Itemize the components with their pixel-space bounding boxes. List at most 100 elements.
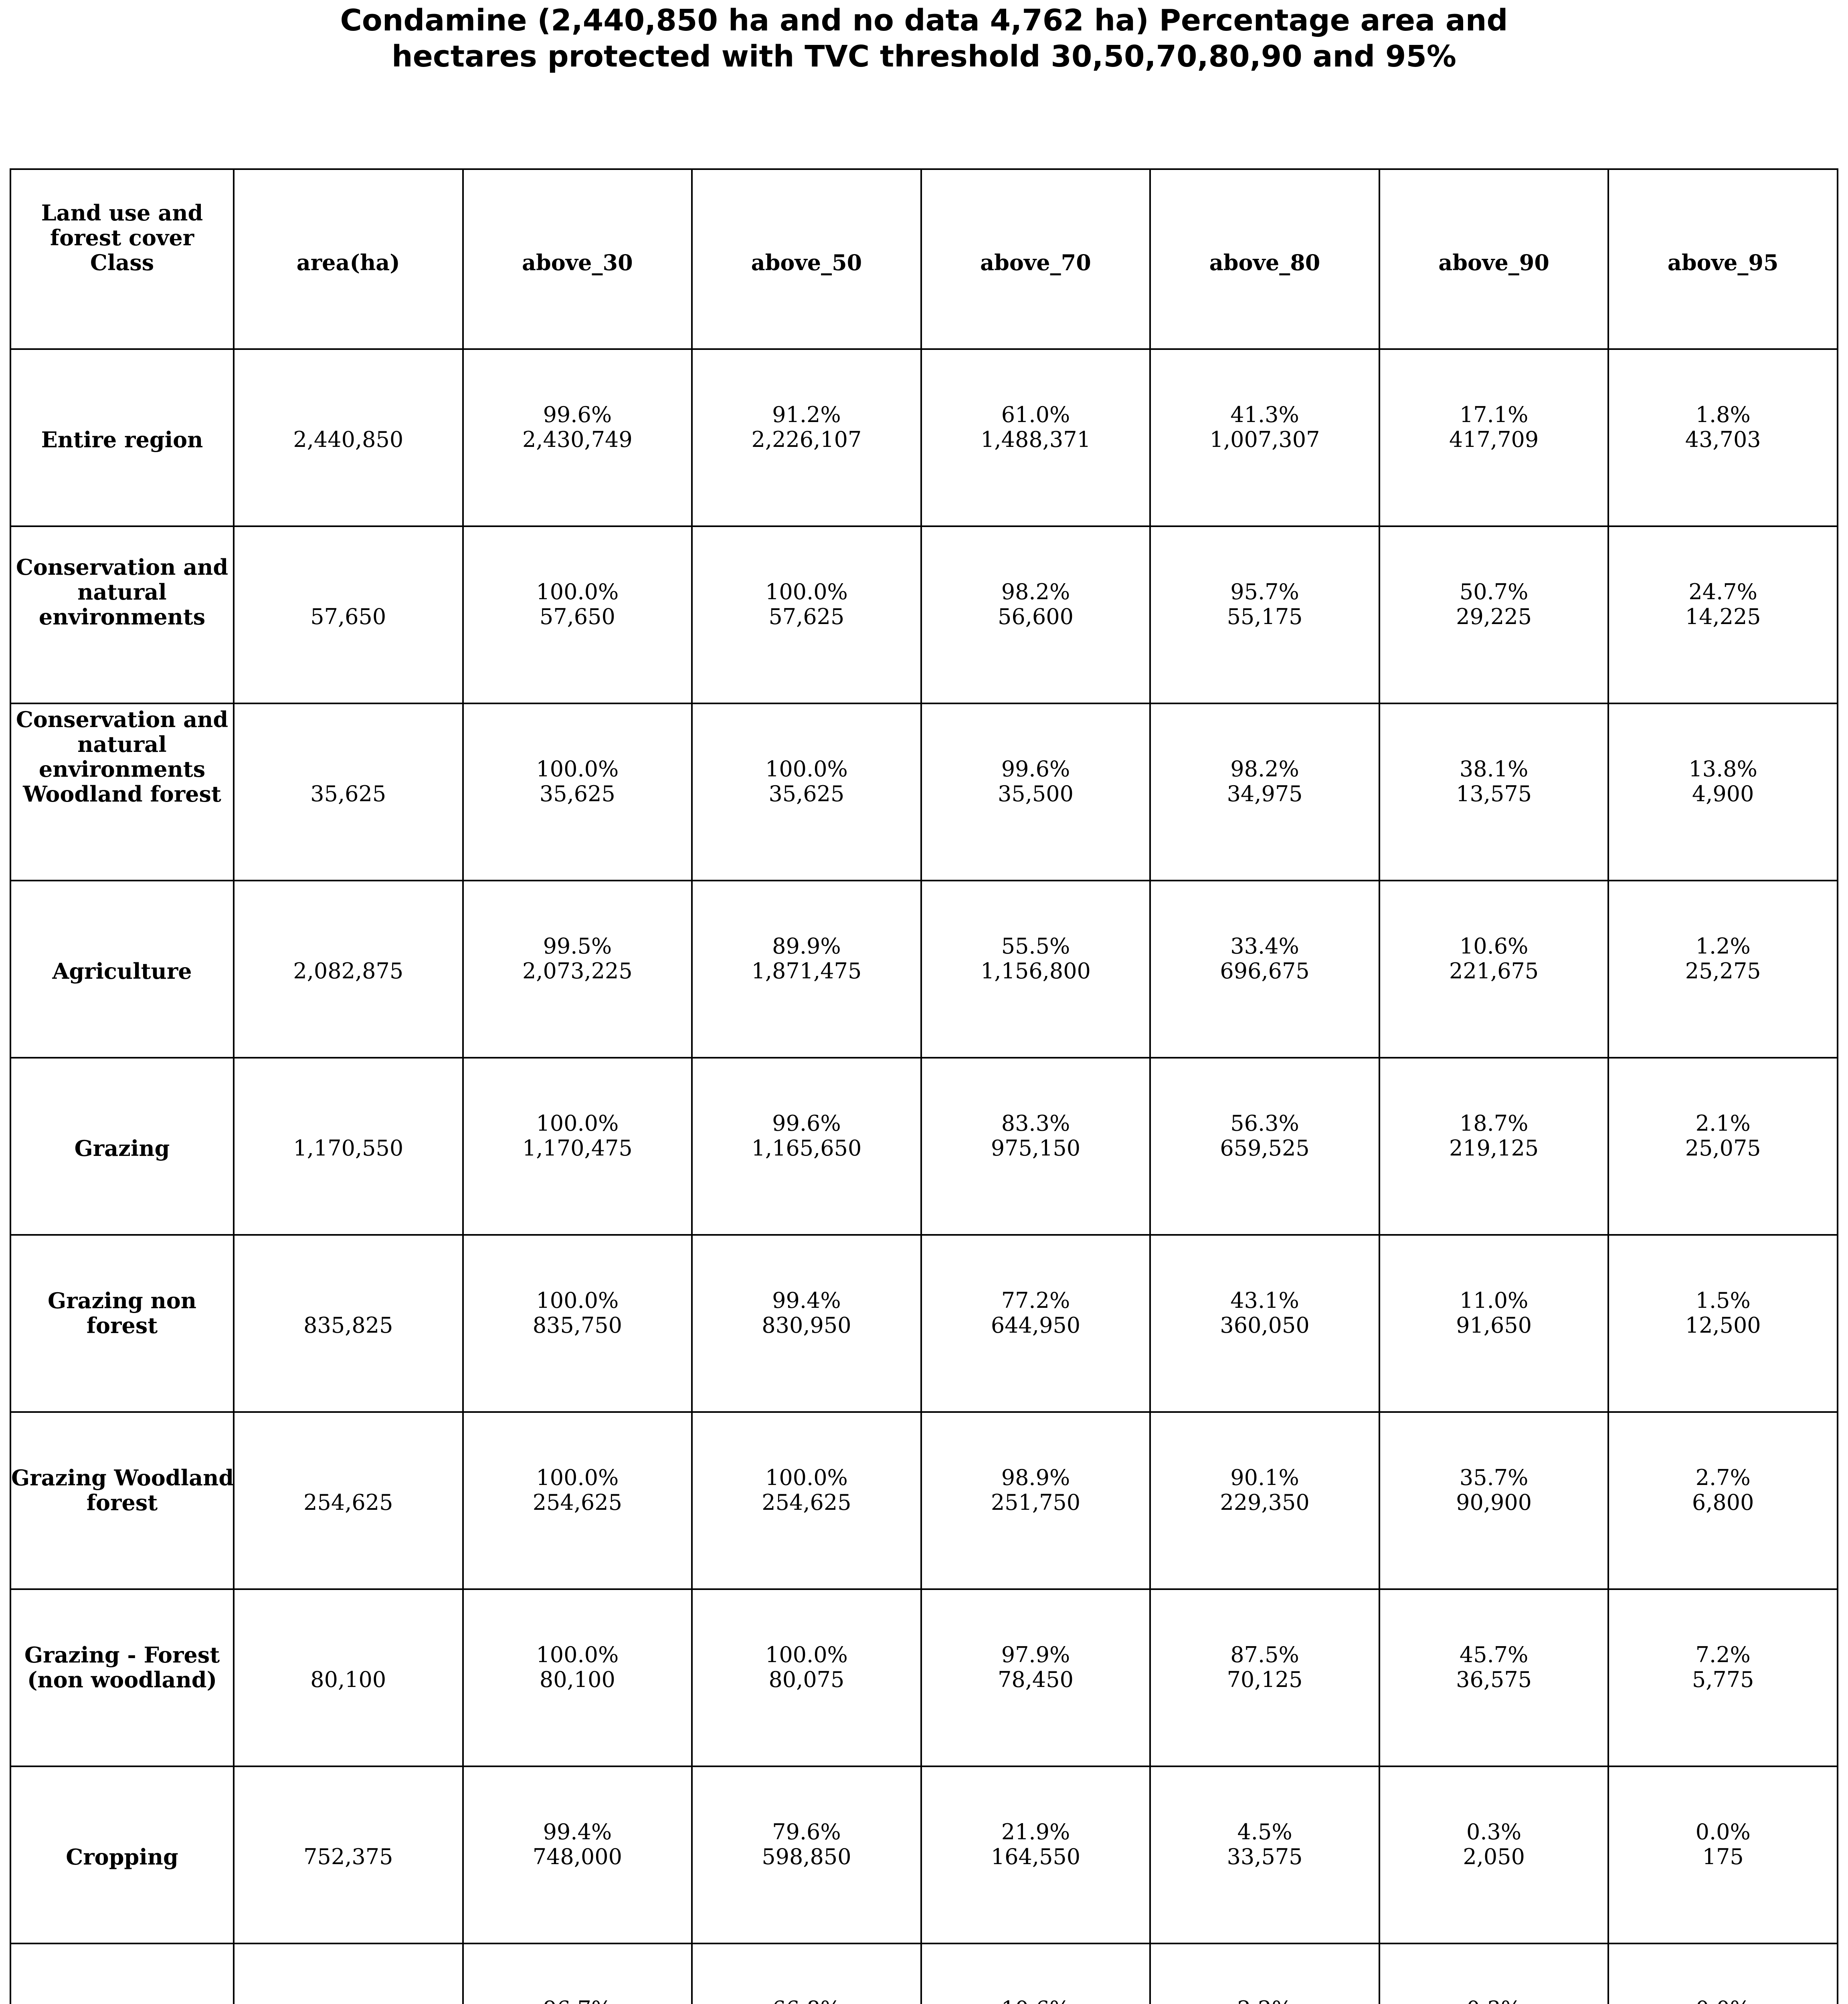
data-cell: 50.7% 29,225: [1378, 525, 1608, 703]
cell-text-line: 598,850: [762, 1844, 851, 1869]
page-title-line2: hectares protected with TVC threshold 30…: [392, 39, 1456, 74]
cell-text-line: Land use and: [41, 200, 203, 226]
cell-text-line: 100.0%: [536, 1111, 619, 1136]
data-cell: 98.2% 34,975: [1149, 703, 1379, 880]
row-label: Conservation and natural environments: [11, 525, 233, 703]
data-cell: 0.0%25: [1607, 1943, 1837, 2004]
data-cell: 91.2% 2,226,107: [691, 348, 920, 525]
cell-text-line: 0.0%: [1609, 1997, 1837, 2004]
cell-text-line: 55,175: [1227, 604, 1303, 629]
cell-text-line: 99.6%: [1001, 756, 1070, 782]
cell-text-line: 56.3%: [1230, 1111, 1299, 1136]
data-cell: 45.7% 36,575: [1378, 1588, 1608, 1766]
row-label: Irrigation: [11, 1943, 233, 2004]
cell-text-line: 70,125: [1227, 1667, 1303, 1692]
data-cell: 0.0% 175: [1607, 1766, 1837, 1943]
cell-text-line: 2,226,107: [751, 427, 862, 452]
cell-text-line: above_80: [1209, 250, 1320, 275]
data-cell: 1.5% 12,500: [1607, 1234, 1837, 1411]
cell-text-line: 1,871,475: [751, 958, 862, 984]
cell-text-line: 17.1%: [1459, 402, 1529, 427]
cell-text-line: 79.6%: [772, 1819, 841, 1844]
cell-text-line: 45.7%: [1459, 1642, 1529, 1667]
data-cell: 66.8%106,700: [691, 1943, 920, 2004]
cell-text-line: 254,625: [762, 1490, 851, 1515]
data-cell: 99.5% 2,073,225: [462, 880, 691, 1057]
cell-text-line: 1,007,307: [1209, 427, 1320, 452]
header-area(ha): area(ha): [233, 170, 462, 348]
data-cell: 99.4% 748,000: [462, 1766, 691, 1943]
cell-text-line: 57,650: [310, 604, 386, 629]
cell-text-line: 50.7%: [1459, 579, 1529, 604]
cell-text-line: Agriculture: [52, 958, 192, 984]
data-cell: 7.2% 5,775: [1607, 1588, 1837, 1766]
header-above_50: above_50: [691, 170, 920, 348]
data-cell: 98.9% 251,750: [920, 1411, 1150, 1588]
cell-text-line: 4,900: [1692, 781, 1754, 806]
data-cell: 100.0% 57,625: [691, 525, 920, 703]
cell-text-line: Conservation and: [16, 707, 228, 732]
cell-text-line: 98.9%: [1001, 1465, 1070, 1490]
data-cell: 0.3% 2,050: [1378, 1766, 1608, 1943]
cell-text-line: 25,075: [1685, 1135, 1761, 1161]
data-cell: 1.8% 43,703: [1607, 348, 1837, 525]
data-cell: 96.7%154,475: [462, 1943, 691, 2004]
cell-text-line: 4.5%: [1237, 1819, 1292, 1844]
data-cell: 1.2% 25,275: [1607, 880, 1837, 1057]
cell-text-line: 18.7%: [1459, 1111, 1529, 1136]
cell-text-line: 99.6%: [772, 1111, 841, 1136]
cell-text-line: 835,750: [532, 1313, 622, 1338]
data-cell: 21.9% 164,550: [920, 1766, 1150, 1943]
cell-text-line: 38.1%: [1459, 756, 1529, 782]
cell-text-line: 1.8%: [1695, 402, 1751, 427]
area-cell: 57,650: [233, 525, 462, 703]
cell-text-line: 13,575: [1456, 781, 1532, 806]
cell-text-line: 87.5%: [1230, 1642, 1299, 1667]
data-cell: 100.0% 1,170,475: [462, 1057, 691, 1234]
cell-text-line: above_50: [751, 250, 862, 275]
cell-text-line: Entire region: [41, 427, 203, 453]
row-label: Grazing non forest: [11, 1234, 233, 1411]
cell-text-line: 98.2%: [1001, 579, 1070, 604]
cell-text-line: 66.8%: [693, 1997, 920, 2004]
cell-text-line: above_30: [522, 250, 633, 275]
row-label: Cropping: [11, 1766, 233, 1943]
data-cell: 0.3%500: [1378, 1943, 1608, 2004]
cell-text-line: Class: [90, 250, 154, 275]
cell-text-line: 2,050: [1463, 1844, 1525, 1869]
area-cell: 835,825: [233, 1234, 462, 1411]
data-cell: 56.3% 659,525: [1149, 1057, 1379, 1234]
data-cell: 100.0% 80,075: [691, 1588, 920, 1766]
cell-text-line: 80,100: [539, 1667, 615, 1692]
cell-text-line: Grazing: [74, 1135, 170, 1161]
data-cell: 24.7% 14,225: [1607, 525, 1837, 703]
cell-text-line: 2.1%: [1695, 1111, 1751, 1136]
cell-text-line: 835,825: [303, 1313, 393, 1338]
data-cell: 99.4% 830,950: [691, 1234, 920, 1411]
data-cell: 33.4% 696,675: [1149, 880, 1379, 1057]
data-cell: 100.0% 835,750: [462, 1234, 691, 1411]
data-cell: 18.7% 219,125: [1378, 1057, 1608, 1234]
data-cell: 100.0% 35,625: [691, 703, 920, 880]
cell-text-line: 100.0%: [536, 579, 619, 604]
cell-text-line: 1,156,800: [981, 958, 1091, 984]
data-cell: 35.7% 90,900: [1378, 1411, 1608, 1588]
data-cell: 100.0% 80,100: [462, 1588, 691, 1766]
cell-text-line: 57,650: [539, 604, 615, 629]
cell-text-line: 6,800: [1692, 1490, 1754, 1515]
cell-text-line: environments: [38, 604, 206, 630]
area-cell: 2,440,850: [233, 348, 462, 525]
data-cell: 17.1% 417,709: [1378, 348, 1608, 525]
data-cell: 100.0% 35,625: [462, 703, 691, 880]
land-use-protection-table: Land use and forest cover Class area(ha) abo…: [10, 168, 1838, 2004]
cell-text-line: 175: [1702, 1844, 1744, 1869]
cell-text-line: 659,525: [1220, 1135, 1310, 1161]
cell-text-line: 2.2%: [1151, 1997, 1379, 2004]
cell-text-line: 35,625: [539, 781, 615, 806]
cell-text-line: Cropping: [66, 1844, 178, 1870]
data-cell: 13.8% 4,900: [1607, 703, 1837, 880]
row-label: Grazing Woodland forest: [11, 1411, 234, 1588]
cell-text-line: (non woodland): [27, 1667, 217, 1693]
cell-text-line: 33,575: [1227, 1844, 1303, 1869]
